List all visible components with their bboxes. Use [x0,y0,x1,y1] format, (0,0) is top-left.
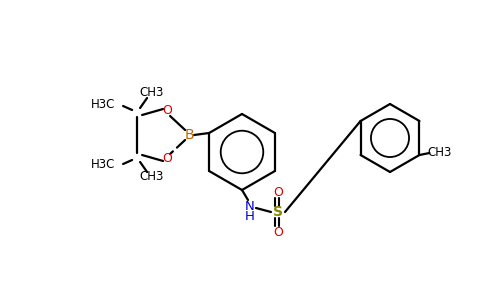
Text: O: O [273,185,283,199]
Text: H3C: H3C [91,158,115,172]
Text: O: O [273,226,283,238]
Text: H3C: H3C [91,98,115,112]
Text: B: B [184,128,194,142]
Text: O: O [162,152,172,166]
Text: H: H [245,211,255,224]
Text: N: N [245,200,255,212]
Text: S: S [273,205,283,219]
Text: CH3: CH3 [427,146,452,160]
Text: O: O [162,104,172,118]
Text: CH3: CH3 [139,86,163,100]
Text: CH3: CH3 [139,170,163,184]
